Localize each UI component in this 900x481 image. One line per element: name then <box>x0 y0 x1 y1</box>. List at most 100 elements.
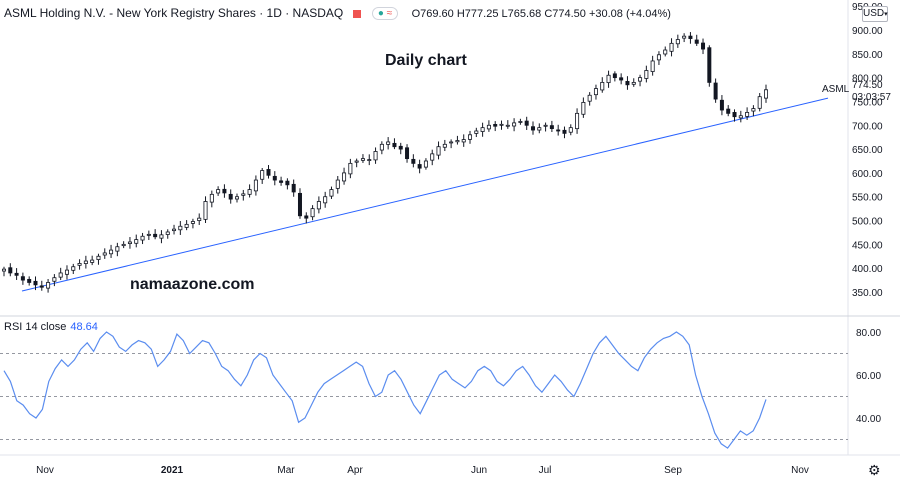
candle-body <box>612 73 617 79</box>
time-tick-label: Mar <box>277 465 295 476</box>
price-tick-label: 400.00 <box>852 264 883 275</box>
candle-body <box>417 164 422 169</box>
candle-body <box>102 252 107 256</box>
candle-body <box>260 170 265 180</box>
candle-body <box>140 235 145 241</box>
rsi-tick-label: 60.00 <box>856 371 881 382</box>
candle-body <box>46 282 51 289</box>
candle-body <box>638 77 643 82</box>
candle-body <box>398 145 403 150</box>
candle-body <box>405 147 410 160</box>
candle-body <box>436 146 441 156</box>
candle-body <box>480 127 485 132</box>
candle-body <box>71 266 76 271</box>
candle-body <box>549 125 554 130</box>
candle-body <box>228 193 233 200</box>
candle-body <box>304 215 309 219</box>
candle-body <box>241 193 246 196</box>
candle-body <box>518 121 523 123</box>
candle-body <box>593 88 598 96</box>
candle-body <box>430 153 435 161</box>
candle-body <box>625 81 630 86</box>
candle-body <box>266 169 271 176</box>
candle-body <box>449 141 454 144</box>
currency-label: USD <box>863 8 885 19</box>
candle-body <box>732 112 737 118</box>
market-status-dot-icon: ● <box>377 8 384 20</box>
candle-body <box>77 263 82 266</box>
candle-body <box>184 223 189 228</box>
time-tick-label: Nov <box>36 465 54 476</box>
trendline <box>21 97 829 292</box>
candle-body <box>669 42 674 52</box>
rsi-legend[interactable]: RSI 14 close 48.64 <box>4 321 98 333</box>
candle-body <box>342 172 347 182</box>
candle-body <box>335 179 340 189</box>
price-tick-label: 750.00 <box>852 97 883 108</box>
candle-body <box>499 123 504 126</box>
candle-body <box>20 276 25 281</box>
currency-selector[interactable]: USD▾ <box>862 6 888 22</box>
candle-body <box>109 249 114 255</box>
candle-body <box>619 77 624 81</box>
candle-body <box>58 272 63 278</box>
candle-body <box>279 180 284 183</box>
chevron-down-icon: ▾ <box>884 11 888 18</box>
candle-body <box>701 42 706 50</box>
candle-body <box>751 108 756 112</box>
candle-body <box>348 162 353 175</box>
candle-body <box>713 82 718 100</box>
candle-body <box>505 124 510 127</box>
candle-body <box>310 208 315 218</box>
candle-body <box>379 143 384 151</box>
candle-body <box>159 234 164 239</box>
candle-body <box>83 260 88 264</box>
candle-body <box>329 189 334 197</box>
candle-body <box>33 280 38 286</box>
candle-body <box>694 39 699 44</box>
candle-body <box>178 225 183 231</box>
gear-icon[interactable]: ⚙ <box>868 462 881 478</box>
candle-body <box>568 127 573 133</box>
candle-body <box>253 179 258 192</box>
candle-body <box>606 74 611 84</box>
candle-body <box>512 122 517 127</box>
candle-body <box>8 267 13 274</box>
price-tick-label: 350.00 <box>852 288 883 299</box>
rsi-tick-label: 40.00 <box>856 414 881 425</box>
symbol-title[interactable]: ASML Holding N.V. - New York Registry Sh… <box>4 6 344 20</box>
candle-body <box>386 141 391 145</box>
last-price-label: 774.50 <box>852 80 883 91</box>
trendline-label: ASML <box>822 84 850 95</box>
candle-body <box>190 221 195 224</box>
candle-body <box>360 158 365 161</box>
candle-body <box>134 239 139 244</box>
candle-body <box>486 124 491 130</box>
watermark-text: namaazone.com <box>130 276 255 293</box>
candle-body <box>64 269 69 275</box>
candle-body <box>757 96 762 109</box>
candle-body <box>203 201 208 220</box>
candle-body <box>272 175 277 181</box>
candle-body <box>297 192 302 217</box>
candle-body <box>738 115 743 119</box>
candle-body <box>600 82 605 91</box>
candle-body <box>530 126 535 131</box>
price-tick-label: 800.00 <box>852 74 883 85</box>
candle-body <box>14 272 19 276</box>
candle-body <box>726 108 731 114</box>
candle-body <box>474 130 479 134</box>
time-tick-label: Apr <box>347 465 363 476</box>
candle-body <box>423 160 428 168</box>
flag-icon[interactable] <box>352 9 361 18</box>
candle-body <box>719 99 724 111</box>
candle-body <box>461 139 466 143</box>
candle-body <box>367 159 372 161</box>
candle-body <box>115 246 120 252</box>
candle-body <box>644 70 649 79</box>
indicator-status-pill[interactable]: ● ≈ <box>371 7 399 21</box>
candle-body <box>197 217 202 221</box>
candle-body <box>172 228 177 232</box>
time-tick-label: Nov <box>791 465 809 476</box>
